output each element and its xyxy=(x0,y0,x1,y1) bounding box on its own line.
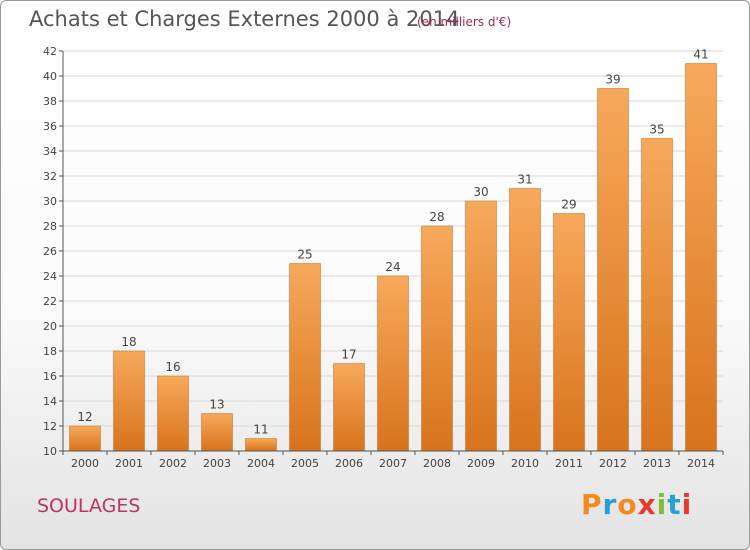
logo-letter: t xyxy=(667,488,682,521)
x-tick-label: 2012 xyxy=(599,457,627,470)
data-label: 24 xyxy=(385,260,400,274)
bar-2012 xyxy=(597,88,629,452)
x-tick-label: 2013 xyxy=(643,457,671,470)
x-tick-label: 2002 xyxy=(159,457,187,470)
logo-letter: x xyxy=(637,488,657,521)
place-name: SOULAGES xyxy=(37,495,141,517)
data-label: 13 xyxy=(209,398,224,412)
bar-2003 xyxy=(201,413,233,452)
data-label: 17 xyxy=(341,348,356,362)
chart-subtitle: (en milliers d'€) xyxy=(417,15,512,29)
bar-2008 xyxy=(421,225,453,452)
data-label: 28 xyxy=(429,210,444,224)
x-tick-label: 2004 xyxy=(247,457,275,470)
axes xyxy=(59,50,724,455)
data-label: 29 xyxy=(561,198,576,212)
bar-2011 xyxy=(553,213,585,452)
x-tick-label: 2008 xyxy=(423,457,451,470)
data-label: 39 xyxy=(605,73,620,87)
y-tick-label: 30 xyxy=(43,195,57,208)
data-label: 31 xyxy=(517,173,532,187)
y-tick-label: 40 xyxy=(43,70,57,83)
y-tick-label: 32 xyxy=(43,170,57,183)
y-tick-label: 12 xyxy=(43,420,57,433)
bar-2013 xyxy=(641,138,673,452)
y-tick-label: 16 xyxy=(43,370,57,383)
y-tick-label: 24 xyxy=(43,270,57,283)
y-tick-label: 18 xyxy=(43,345,57,358)
y-tick-label: 14 xyxy=(43,395,57,408)
bar-2007 xyxy=(377,275,409,452)
y-tick-label: 42 xyxy=(43,45,57,58)
x-tick-label: 2000 xyxy=(71,457,99,470)
logo-letter: r xyxy=(602,488,618,521)
bars xyxy=(69,63,717,452)
data-label: 30 xyxy=(473,185,488,199)
y-tick-label: 36 xyxy=(43,120,57,133)
tick-labels: 10 12 14 16 18 20 22 24 26 28 30 32 34 36 38 40 42 12 2000… xyxy=(43,45,715,470)
proxiti-logo: Proxiti xyxy=(581,488,692,521)
y-tick-label: 10 xyxy=(43,445,57,458)
y-tick-label: 28 xyxy=(43,220,57,233)
bar-2005 xyxy=(289,263,321,452)
logo-letter: i xyxy=(681,488,693,521)
x-tick-label: 2006 xyxy=(335,457,363,470)
bar-2009 xyxy=(465,200,497,452)
logo-letter: i xyxy=(656,488,668,521)
x-tick-label: 2009 xyxy=(467,457,495,470)
x-tick-label: 2011 xyxy=(555,457,583,470)
y-tick-label: 26 xyxy=(43,245,57,258)
data-label: 35 xyxy=(649,123,664,137)
bar-2006 xyxy=(333,363,365,452)
data-label: 41 xyxy=(693,48,708,62)
data-label: 18 xyxy=(121,335,136,349)
x-tick-label: 2003 xyxy=(203,457,231,470)
bar-2014 xyxy=(685,63,717,452)
data-label: 25 xyxy=(297,248,312,262)
data-label: 16 xyxy=(165,360,180,374)
chart-title: Achats et Charges Externes 2000 à 2014 xyxy=(29,7,460,31)
bar-2004 xyxy=(245,438,277,452)
x-tick-label: 2010 xyxy=(511,457,539,470)
x-tick-label: 2014 xyxy=(687,457,715,470)
data-label: 11 xyxy=(253,423,268,437)
y-tick-label: 20 xyxy=(43,320,57,333)
x-tick-label: 2001 xyxy=(115,457,143,470)
data-label: 12 xyxy=(77,410,92,424)
bar-2010 xyxy=(509,188,541,452)
x-tick-label: 2007 xyxy=(379,457,407,470)
x-tick-label: 2005 xyxy=(291,457,319,470)
y-tick-label: 38 xyxy=(43,95,57,108)
bar-2002 xyxy=(157,375,189,452)
y-tick-label: 22 xyxy=(43,295,57,308)
bar-2000 xyxy=(69,425,101,452)
bar-2001 xyxy=(113,350,145,452)
logo-letter: P xyxy=(581,488,603,521)
y-tick-label: 34 xyxy=(43,145,57,158)
logo-letter: o xyxy=(617,488,638,521)
